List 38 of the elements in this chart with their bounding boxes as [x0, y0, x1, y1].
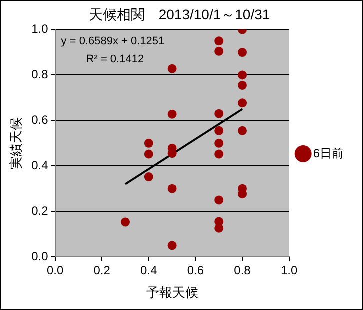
- point: [214, 36, 224, 46]
- y-tick-label: 0.2: [32, 204, 49, 218]
- y-tick-label: 0.6: [32, 112, 49, 127]
- x-tick-label: 0.4: [140, 264, 158, 278]
- point: [120, 218, 130, 227]
- x-tick-label: 0.0: [46, 264, 64, 278]
- point: [238, 126, 248, 136]
- point: [214, 126, 224, 136]
- chart-title: 天候相関 2013/10/1～10/31: [88, 6, 270, 22]
- point: [214, 196, 224, 205]
- x-tick-label: 0.2: [94, 264, 111, 278]
- point: [238, 80, 248, 90]
- y-tick-label: 0.4: [32, 158, 49, 172]
- x-tick-label: 0.6: [187, 264, 204, 278]
- point: [238, 48, 248, 58]
- point: [238, 70, 248, 80]
- point: [144, 172, 154, 182]
- x-tick-label: 0.8: [234, 264, 252, 278]
- y-axis-title: 実績天候: [8, 117, 24, 170]
- x-tick-label: 1.0: [280, 264, 298, 278]
- point: [168, 110, 177, 119]
- point: [214, 46, 224, 56]
- annotation: R² = 0.1412: [86, 53, 144, 66]
- y-tick-label: 0.8: [32, 68, 49, 82]
- point: [168, 184, 177, 194]
- point: [214, 138, 224, 148]
- point: [214, 150, 224, 159]
- x-axis-title: 予報天候: [146, 284, 198, 300]
- y-tick-label: 1.0: [32, 22, 49, 36]
- point: [144, 138, 154, 148]
- point: [238, 98, 248, 108]
- y-tick-label: 0.0: [32, 249, 49, 264]
- point: [168, 241, 177, 250]
- legend-label: 6日前: [313, 146, 344, 160]
- point: [168, 64, 177, 74]
- annotation: y = 0.6589x + 0.1251: [61, 35, 165, 48]
- point: [144, 150, 154, 159]
- point: [214, 109, 224, 118]
